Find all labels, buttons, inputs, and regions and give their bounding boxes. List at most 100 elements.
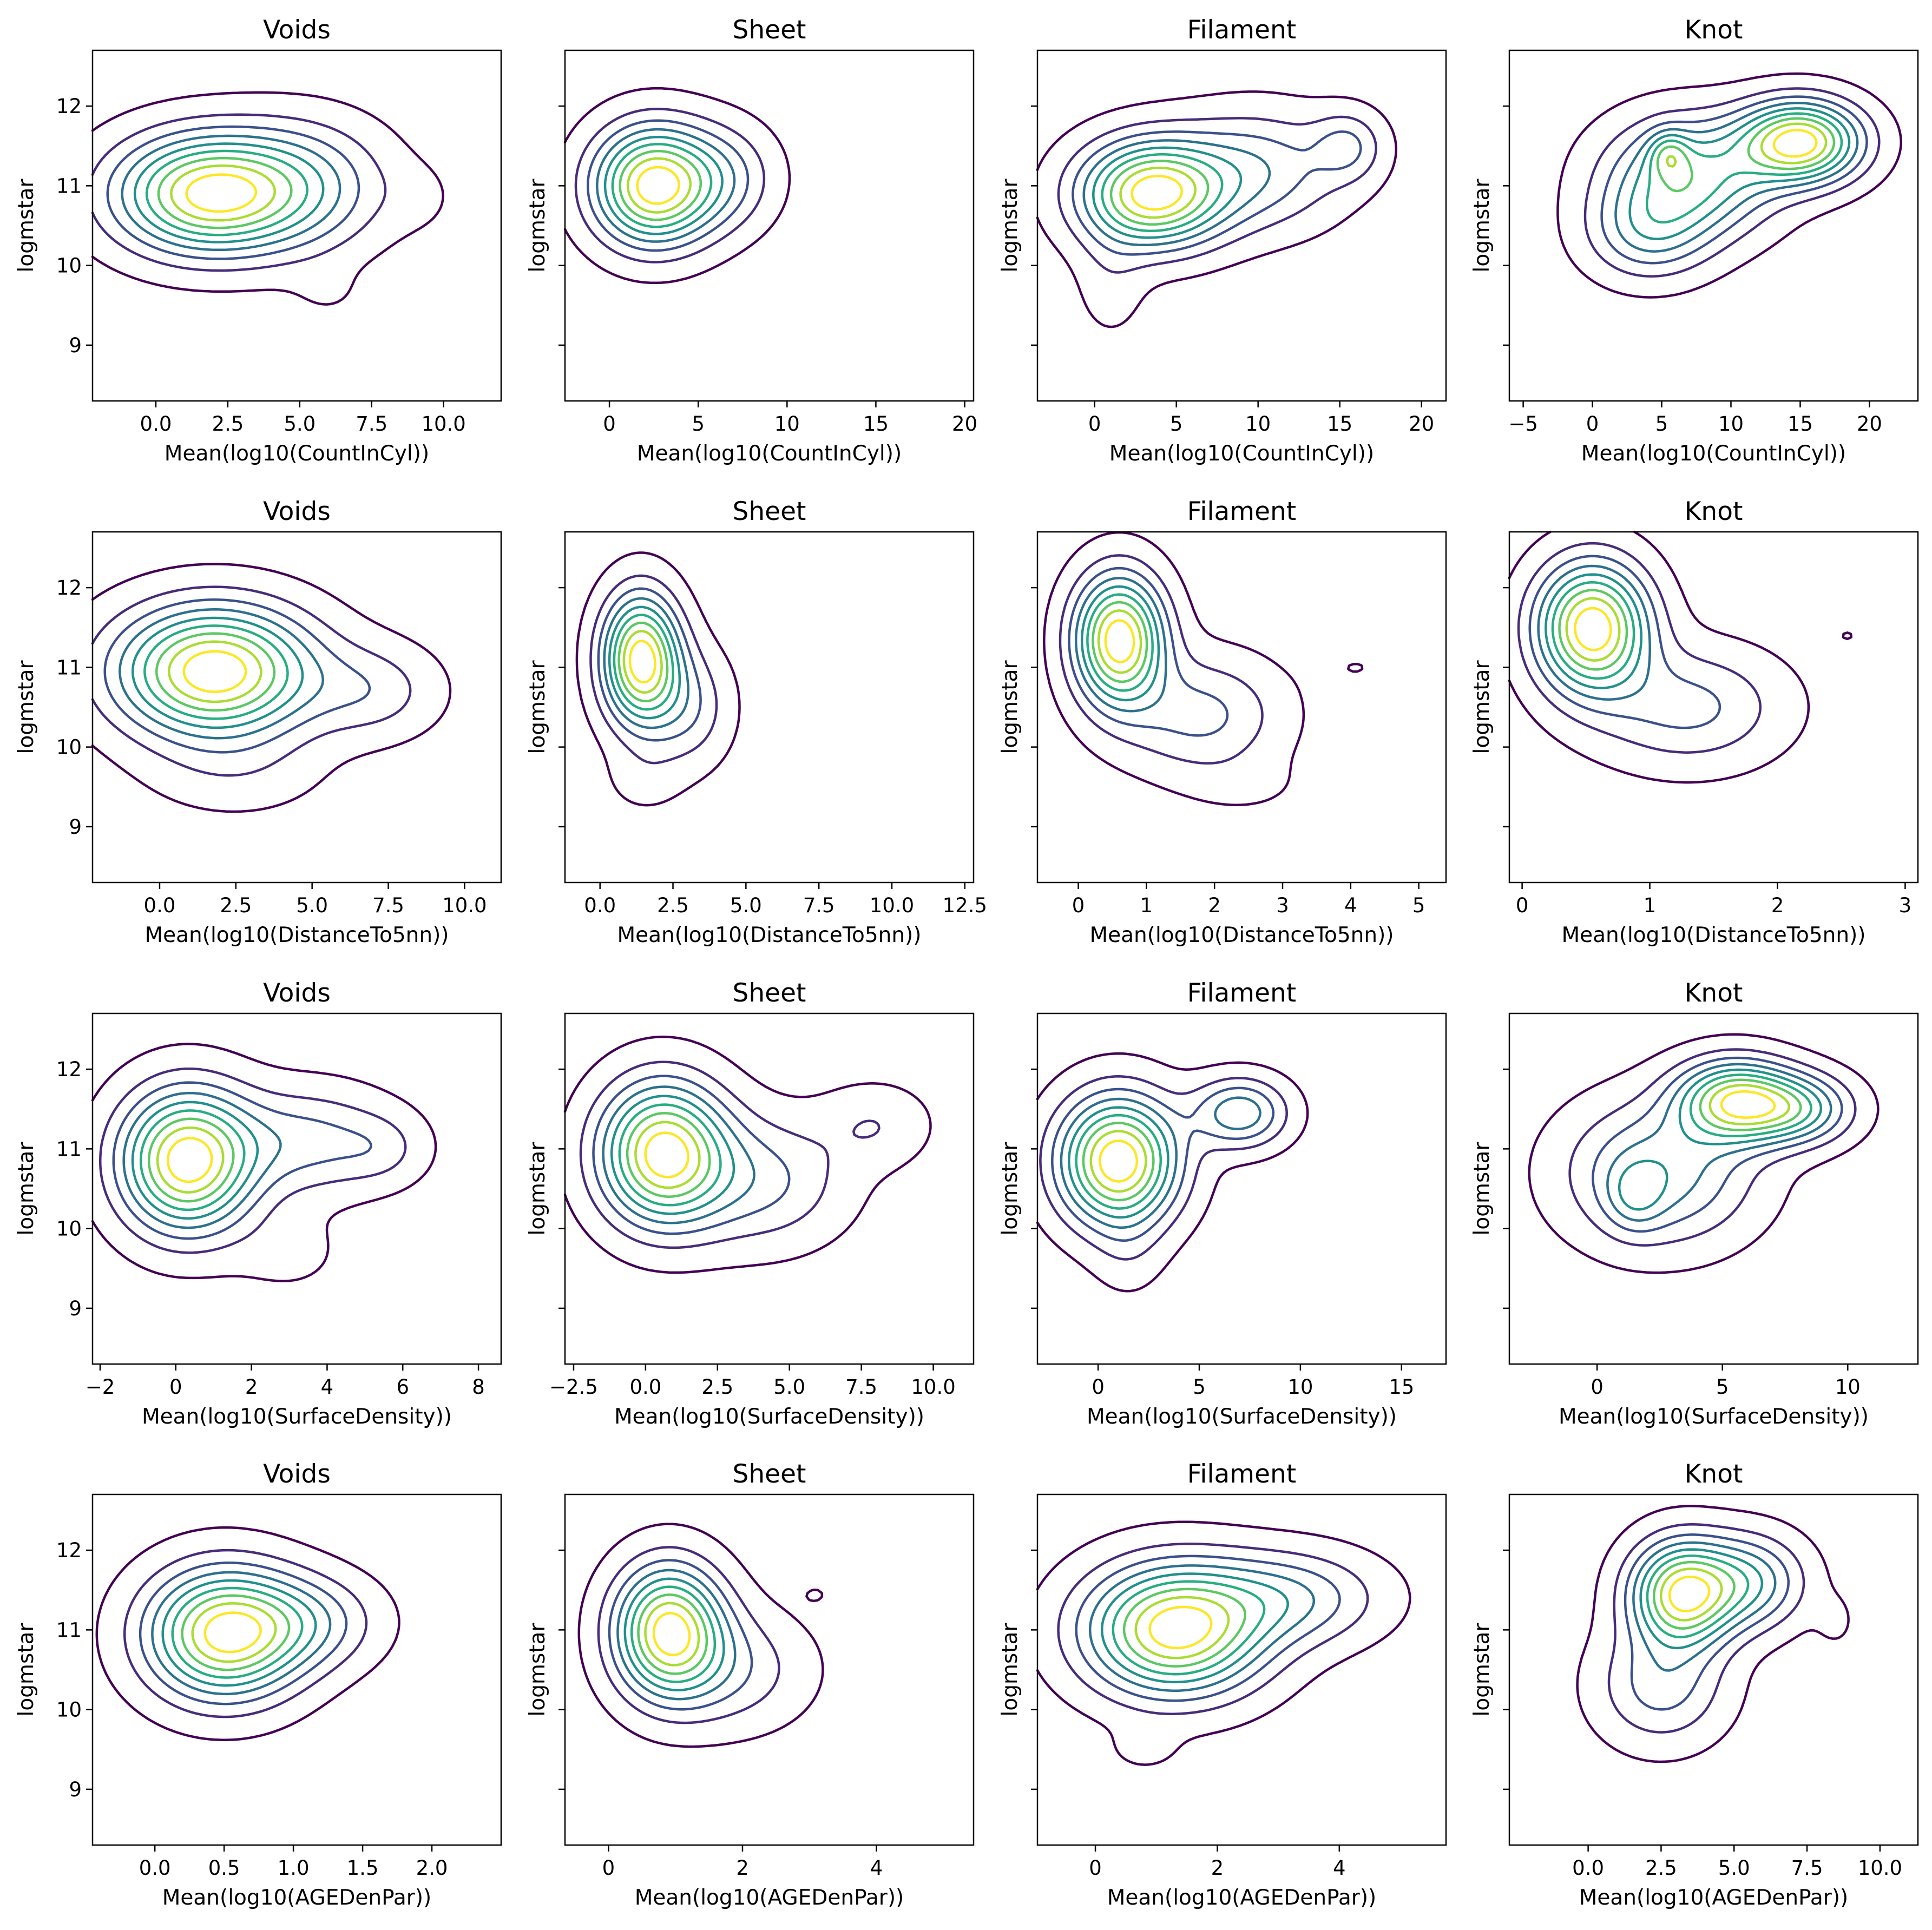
panel-1-ylabel: logmstar: [14, 179, 38, 273]
panel-2-contour-level-2: [574, 108, 766, 264]
panel-6-contour-level-3: [597, 587, 702, 742]
panel-9-contour-level-5: [131, 1101, 259, 1220]
panel-6-contour-level-6: [613, 614, 674, 711]
panel-7-contour-level-8: [1097, 609, 1142, 674]
panel-5-axes-frame: [91, 531, 502, 884]
panel-15-contour-level-2: [1057, 1543, 1369, 1715]
panel-6-axes-frame: [564, 531, 975, 884]
panel-16-contour-level-8: [1659, 1567, 1723, 1622]
panel-14-contour-level-2: [597, 1546, 780, 1724]
panel-15-contour-level-8: [1134, 1596, 1230, 1659]
panel-2-xtick-label-4: 20: [952, 412, 977, 436]
panel-6-xtick-label-3: 7.5: [803, 894, 835, 917]
panel-7-contours: [1043, 531, 1364, 806]
panel-4-xtick-label-5: 20: [1857, 412, 1882, 436]
panel-7-contour-level-5: [1080, 585, 1160, 702]
panel-9-ylabel: logmstar: [14, 1142, 38, 1236]
panel-15-axes-frame: [1036, 1493, 1447, 1846]
panel-3-xtick-label-1: 5: [1170, 412, 1183, 436]
panel-2-xtick-label-3: 15: [863, 412, 889, 436]
panel-9-xtick-label-0: −2: [86, 1375, 115, 1399]
panel-3-contour-level-7: [1109, 160, 1210, 226]
panel-7-contour-level-6: [1086, 593, 1154, 692]
panel-14-contour-level-8: [644, 1602, 700, 1666]
panel-2-title: Sheet: [733, 15, 806, 45]
panel-2-contour-level-6: [611, 142, 713, 228]
panel-9-xtick-label-2: 2: [245, 1375, 258, 1399]
panel-1-ytick-label-3: 12: [56, 95, 82, 118]
panel-5-xtick-label-3: 7.5: [372, 894, 404, 917]
panel-12-xtick-label-1: 5: [1716, 1375, 1729, 1399]
panel-11-xtick-label-1: 5: [1193, 1375, 1206, 1399]
panel-11-xtick-label-3: 15: [1389, 1375, 1414, 1399]
panel-8-contour-level-1: [1508, 530, 1853, 784]
panel-6-xlabel: Mean(log10(DistanceTo5nn)): [617, 923, 921, 947]
panel-6-contours: [575, 551, 741, 807]
panel-9-xtick-label-4: 6: [396, 1375, 409, 1399]
panel-13-xlabel: Mean(log10(AGEDenPar)): [162, 1886, 432, 1910]
panel-13: Voids 0.0 0.5 1.0 1.5 2.0 9 10 11 12 Mean(log10(AG…: [14, 1459, 502, 1910]
panel-3-ylabel: logmstar: [998, 179, 1022, 273]
panel-7-xtick-label-5: 5: [1412, 894, 1425, 917]
panel-8-xtick-label-3: 3: [1899, 894, 1912, 917]
panel-10-contour-level-3: [592, 1075, 791, 1235]
panel-10-contour-level-2: [579, 1060, 880, 1249]
panel-5-xtick-label-0: 0.0: [144, 894, 176, 917]
panel-11-contour-level-5: [1068, 1106, 1169, 1219]
panel-12-contour-level-4: [1606, 1063, 1832, 1222]
panel-14-xtick-label-2: 4: [870, 1856, 883, 1880]
panel-8-xlabel: Mean(log10(DistanceTo5nn)): [1561, 923, 1865, 947]
panel-4-xtick-label-3: 10: [1718, 412, 1744, 436]
panel-8-contour-level-4: [1537, 564, 1651, 701]
panel-1-contour-level-4: [121, 134, 341, 252]
panel-16-axes-frame: [1508, 1493, 1919, 1846]
panel-11: Filament 0 5 10 15 Mean(log10(SurfaceDensity)…: [998, 978, 1447, 1429]
panel-12-contour-level-6: [1689, 1073, 1812, 1138]
panel-4-contour-level-6: [1645, 112, 1843, 224]
panel-4-title: Knot: [1685, 15, 1743, 45]
panel-3-contour-level-5: [1092, 146, 1243, 239]
panel-14-contour-level-4: [616, 1569, 737, 1701]
panel-6: Sheet 0.0 2.5 5.0 7.5 10.0 12.5 Mean(log10(Dist…: [525, 497, 987, 947]
panel-12-contour-level-7: [1699, 1078, 1802, 1131]
panel-7-ylabel: logmstar: [998, 660, 1022, 754]
panel-13-axes-frame: [91, 1493, 502, 1846]
panel-5-contour-level-6: [143, 624, 289, 720]
panel-6-xtick-label-0: 0.0: [584, 894, 616, 917]
panel-15-title: Filament: [1187, 1459, 1296, 1489]
panel-13-contour-level-7: [181, 1594, 291, 1671]
panel-6-ylabel: logmstar: [525, 660, 550, 754]
panel-13-contour-level-4: [151, 1571, 332, 1696]
panel-10-contour-level-7: [626, 1111, 711, 1198]
panel-10-xlabel: Mean(log10(SurfaceDensity)): [614, 1405, 924, 1429]
panel-9-ytick-label-3: 12: [56, 1058, 82, 1081]
panel-8-contour-level-8: [1565, 597, 1621, 662]
panel-9-ytick-label-1: 10: [56, 1217, 82, 1241]
panel-9-ytick-label-2: 11: [56, 1137, 82, 1161]
panel-4-contour-level-1: [1556, 72, 1903, 299]
panel-5-contour-level-3: [103, 598, 371, 754]
panel-13-ytick-label-0: 9: [69, 1778, 82, 1801]
panel-7-contour-level-7: [1092, 601, 1148, 683]
panel-3-title: Filament: [1187, 15, 1296, 45]
panel-11-contour-level-9: [1099, 1139, 1139, 1183]
panel-7-axes-frame: [1036, 531, 1447, 884]
panel-6-xtick-label-1: 2.5: [657, 894, 689, 917]
panel-13-contour-level-3: [139, 1562, 348, 1705]
panel-5-ytick-label-2: 11: [56, 656, 82, 679]
panel-10-xtick-label-3: 5.0: [773, 1375, 805, 1399]
panel-16-title: Knot: [1685, 1459, 1743, 1489]
panel-2-contours: [563, 87, 791, 285]
panel-3-contours: [1036, 90, 1398, 328]
panel-1-contour-level-7: [157, 156, 293, 229]
panel-6-title: Sheet: [733, 497, 806, 526]
panel-1-ytick-label-1: 10: [56, 254, 82, 278]
panel-10-ylabel: logmstar: [525, 1142, 550, 1236]
panel-1-xtick-label-2: 5.0: [284, 412, 316, 436]
panel-10-contours: [563, 1036, 932, 1274]
panel-7-contour-level-1: [1043, 531, 1364, 806]
panel-5-contour-level-1: [91, 563, 452, 813]
panel-14-contour-level-7: [637, 1593, 708, 1675]
panel-6-xtick-label-4: 10.0: [870, 894, 914, 917]
